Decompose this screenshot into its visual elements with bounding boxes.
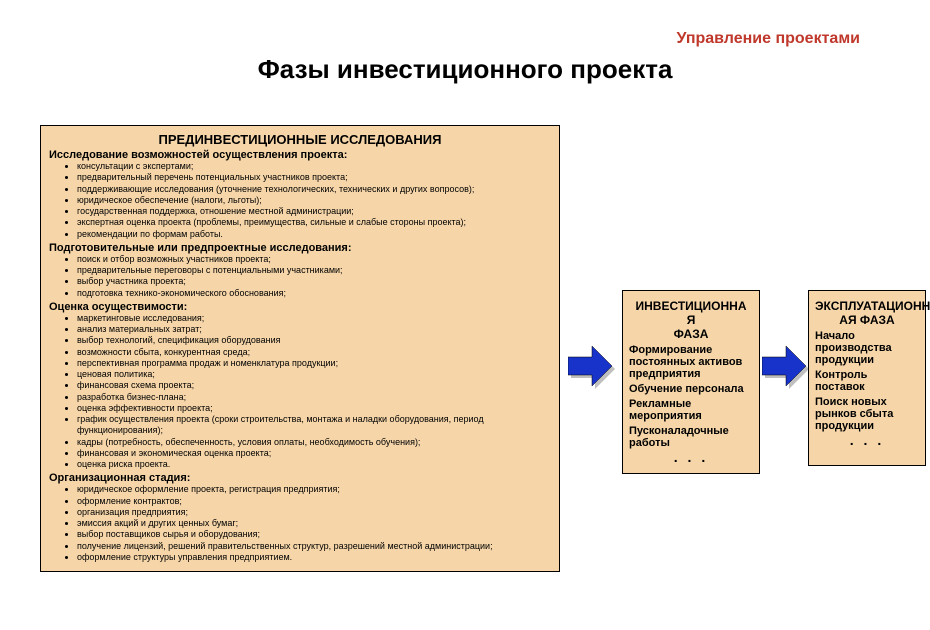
list-item: оценка эффективности проекта;	[77, 403, 551, 414]
investment-title-line1: ИНВЕСТИЦИОННА	[629, 299, 753, 313]
list-item: юридическое оформление проекта, регистра…	[77, 484, 551, 495]
phase-item: Рекламные мероприятия	[629, 398, 753, 422]
investment-dots: . . .	[629, 449, 753, 465]
phase-item: Начало производства продукции	[815, 330, 919, 366]
list-item: подготовка технико-экономического обосно…	[77, 288, 551, 299]
list-item: оформление структуры управления предприя…	[77, 552, 551, 563]
phase-item: Поиск новых рынков сбыта продукции	[815, 396, 919, 432]
section-list: консультации с экспертами;предварительны…	[77, 161, 551, 240]
phase-item: Обучение персонала	[629, 383, 753, 395]
list-item: перспективная программа продаж и номенкл…	[77, 358, 551, 369]
exploitation-phase-box: ЭКСПЛУАТАЦИОНН АЯ ФАЗА Начало производст…	[808, 290, 926, 466]
list-item: выбор участника проекта;	[77, 276, 551, 287]
list-item: предварительный перечень потенциальных у…	[77, 172, 551, 183]
list-item: получение лицензий, решений правительств…	[77, 541, 551, 552]
section-heading: Исследование возможностей осуществления …	[49, 149, 551, 161]
list-item: государственная поддержка, отношение мес…	[77, 206, 551, 217]
section-list: маркетинговые исследования;анализ матери…	[77, 313, 551, 471]
investment-title-line3: ФАЗА	[629, 327, 753, 341]
list-item: экспертная оценка проекта (проблемы, пре…	[77, 217, 551, 228]
list-item: выбор поставщиков сырья и оборудования;	[77, 529, 551, 540]
preinvestment-heading: ПРЕДИНВЕСТИЦИОННЫЕ ИССЛЕДОВАНИЯ	[49, 132, 551, 147]
list-item: поиск и отбор возможных участников проек…	[77, 254, 551, 265]
list-item: график осуществления проекта (сроки стро…	[77, 414, 551, 437]
list-item: маркетинговые исследования;	[77, 313, 551, 324]
list-item: анализ материальных затрат;	[77, 324, 551, 335]
list-item: ценовая политика;	[77, 369, 551, 380]
list-item: выбор технологий, спецификация оборудова…	[77, 335, 551, 346]
exploitation-title-line1: ЭКСПЛУАТАЦИОНН	[815, 299, 919, 313]
list-item: юридическое обеспечение (налоги, льготы)…	[77, 195, 551, 206]
list-item: кадры (потребность, обеспеченность, усло…	[77, 437, 551, 448]
phase-item: Контроль поставок	[815, 369, 919, 393]
header-small: Управление проектами	[0, 0, 930, 48]
section-heading: Подготовительные или предпроектные иссле…	[49, 242, 551, 254]
list-item: предварительные переговоры с потенциальн…	[77, 265, 551, 276]
list-item: оформление контрактов;	[77, 496, 551, 507]
list-item: разработка бизнес-плана;	[77, 392, 551, 403]
exploitation-title-line2: АЯ ФАЗА	[815, 313, 919, 327]
list-item: поддерживающие исследования (уточнение т…	[77, 184, 551, 195]
list-item: эмиссия акций и других ценных бумаг;	[77, 518, 551, 529]
arrow-icon	[568, 340, 616, 392]
list-item: оценка риска проекта.	[77, 459, 551, 470]
list-item: рекомендации по формам работы.	[77, 229, 551, 240]
list-item: организация предприятия;	[77, 507, 551, 518]
list-item: финансовая схема проекта;	[77, 380, 551, 391]
page-title: Фазы инвестиционного проекта	[0, 48, 930, 93]
preinvestment-box: ПРЕДИНВЕСТИЦИОННЫЕ ИССЛЕДОВАНИЯ Исследов…	[40, 125, 560, 572]
section-list: юридическое оформление проекта, регистра…	[77, 484, 551, 563]
section-list: поиск и отбор возможных участников проек…	[77, 254, 551, 299]
list-item: финансовая и экономическая оценка проект…	[77, 448, 551, 459]
exploitation-dots: . . .	[815, 432, 919, 448]
arrow-icon	[762, 340, 810, 392]
section-heading: Оценка осуществимости:	[49, 301, 551, 313]
investment-phase-box: ИНВЕСТИЦИОННА Я ФАЗА Формирование постоя…	[622, 290, 760, 474]
list-item: консультации с экспертами;	[77, 161, 551, 172]
phase-item: Пусконаладочные работы	[629, 425, 753, 449]
section-heading: Организационная стадия:	[49, 472, 551, 484]
list-item: возможности сбыта, конкурентная среда;	[77, 347, 551, 358]
investment-title-line2: Я	[629, 313, 753, 327]
phase-item: Формирование постоянных активов предприя…	[629, 344, 753, 380]
